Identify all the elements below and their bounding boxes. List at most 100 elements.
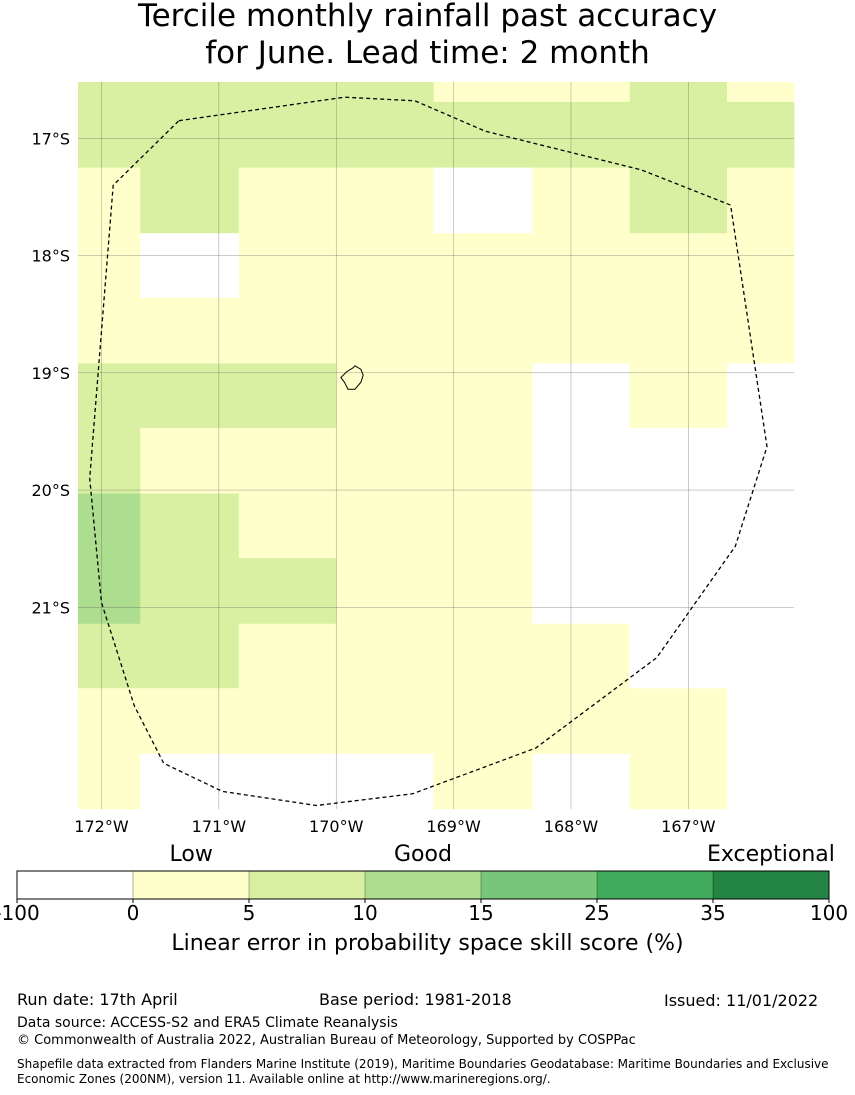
colorbar-segment: [249, 871, 365, 899]
latitude-label: 18°S: [31, 247, 70, 266]
grid-cell: [336, 427, 435, 494]
grid-cell: [629, 623, 728, 689]
latitude-tick-labels: 17°S 18°S 19°S 20°S 21°S: [31, 129, 70, 617]
grid-cell: [238, 753, 337, 810]
grid-cell: [532, 167, 631, 234]
colorbar-tick-label: 100: [810, 901, 848, 925]
grid-cell: [727, 558, 795, 625]
map-gridlines: [78, 82, 794, 809]
grid-cell: [238, 233, 337, 299]
longitude-label: 167°W: [661, 817, 716, 836]
grid-cell: [140, 558, 240, 625]
colorbar-segment: [133, 871, 249, 899]
latitude-label: 20°S: [31, 481, 70, 500]
colorbar-segment: [17, 871, 133, 899]
eez-boundary: [89, 96, 768, 807]
grid-cell: [727, 427, 795, 494]
grid-cell: [433, 167, 533, 234]
grid-cell: [336, 297, 435, 364]
grid-cell: [433, 493, 533, 559]
grid-cell: [78, 167, 141, 234]
grid-cell: [140, 427, 240, 494]
eez-boundary-line: [89, 96, 768, 807]
latitude-label: 17°S: [31, 129, 70, 148]
grid-cell: [629, 297, 728, 364]
longitude-label: 172°W: [74, 817, 129, 836]
grid-cell: [78, 688, 141, 755]
colorbar-tick-label: 0: [127, 901, 140, 925]
grid-cell: [336, 233, 435, 299]
grid-cell: [433, 297, 533, 364]
colorbar-tick-label: 10: [352, 901, 377, 925]
grid-cell: [238, 297, 337, 364]
grid-cell: [336, 363, 435, 429]
grid-cell: [727, 233, 795, 299]
grid-cell: [629, 101, 728, 168]
grid-cell: [629, 688, 728, 755]
map-title-line-2: for June. Lead time: 2 month: [205, 35, 650, 71]
grid-cell: [727, 688, 795, 755]
colorbar-tick-label: 35: [700, 901, 725, 925]
grid-cell: [238, 363, 337, 429]
grid-cell: [336, 82, 435, 103]
grid-cell: [238, 167, 337, 234]
colorbar-tick-label: 5: [243, 901, 256, 925]
grid-cell: [336, 753, 435, 810]
grid-cell: [629, 363, 728, 429]
colorbar-title: Linear error in probability space skill …: [171, 931, 684, 956]
colorbar-tick-label: 15: [468, 901, 493, 925]
grid-cell: [629, 233, 728, 299]
grid-cell: [532, 493, 631, 559]
grid-cell: [336, 167, 435, 234]
shapefile-credit-line-2: Economic Zones (200NM), version 11. Avai…: [17, 1072, 551, 1086]
grid-cell: [532, 753, 631, 810]
grid-cell: [78, 753, 141, 810]
grid-cell: [433, 427, 533, 494]
grid-cell: [433, 558, 533, 625]
colorbar-segment: [481, 871, 597, 899]
grid-cell: [629, 82, 728, 103]
grid-cell: [433, 233, 533, 299]
colorbar-frame: [16, 870, 830, 900]
grid-cell: [336, 688, 435, 755]
grid-cell: [78, 101, 141, 168]
issued-date: Issued: 11/01/2022: [664, 991, 819, 1010]
longitude-label: 168°W: [544, 817, 599, 836]
grid-cell: [238, 82, 337, 103]
island-outline: [340, 365, 364, 390]
grid-cell: [433, 688, 533, 755]
grid-cell: [532, 558, 631, 625]
grid-cell: [238, 558, 337, 625]
map-title: Tercile monthly rainfall past accuracy f…: [0, 0, 855, 72]
grid-cell: [532, 427, 631, 494]
colorbar-segment: [713, 871, 829, 899]
grid-cell: [238, 623, 337, 689]
latitude-label: 21°S: [31, 598, 70, 617]
grid-cell: [532, 363, 631, 429]
colorbar-tick-label: -100: [0, 901, 40, 925]
grid-cell: [78, 82, 141, 103]
data-source: Data source: ACCESS-S2 and ERA5 Climate …: [17, 1015, 398, 1031]
grid-cell: [78, 363, 141, 429]
grid-cell: [727, 363, 795, 429]
longitude-tick-labels: 172°W 171°W 170°W 169°W 168°W 167°W: [74, 817, 715, 836]
grid-cell: [140, 167, 240, 234]
grid-cell: [238, 101, 337, 168]
colorbar-tick-label: 25: [584, 901, 609, 925]
grid-cell: [78, 297, 141, 364]
grid-cell: [532, 101, 631, 168]
grid-cell: [433, 753, 533, 810]
grid-cell: [629, 753, 728, 810]
grid-cell: [140, 623, 240, 689]
map-title-line-1: Tercile monthly rainfall past accuracy: [137, 0, 718, 34]
latitude-label: 19°S: [31, 364, 70, 383]
grid-cell: [532, 82, 631, 103]
island-coastline: [340, 365, 364, 390]
grid-cell: [433, 363, 533, 429]
grid-cell: [336, 558, 435, 625]
grid-cell: [336, 623, 435, 689]
grid-cell: [629, 167, 728, 234]
grid-cell: [629, 427, 728, 494]
grid-cell: [140, 82, 240, 103]
grid-cell: [727, 493, 795, 559]
